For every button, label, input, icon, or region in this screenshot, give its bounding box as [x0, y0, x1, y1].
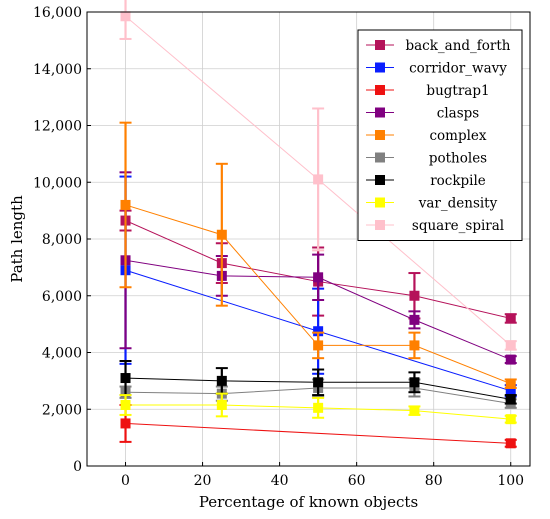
- legend: back_and_forth corridor_wavy bugtrap1 clasp…: [357, 29, 523, 241]
- x-tick-label: 60: [348, 473, 366, 489]
- data-point: [409, 377, 420, 388]
- x-tick-label: 100: [497, 473, 524, 489]
- legend-label: back_and_forth: [405, 38, 510, 54]
- x-tick-label: 0: [121, 473, 130, 489]
- legend-item: corridor_wavy: [366, 61, 507, 77]
- legend-item: var_density: [366, 196, 498, 212]
- data-point: [313, 174, 324, 185]
- data-point: [505, 438, 516, 449]
- legend-marker: [375, 107, 385, 118]
- legend-label: complex: [429, 128, 486, 144]
- legend-marker: [375, 62, 385, 73]
- data-point: [505, 378, 516, 389]
- data-point: [313, 340, 324, 351]
- legend-label: square_spiral: [412, 218, 504, 234]
- data-point: [216, 229, 227, 240]
- y-tick-label: 6,000: [42, 289, 82, 305]
- legend-label: rockpile: [430, 173, 486, 189]
- series-rockpile: [119, 360, 517, 405]
- data-point: [409, 340, 420, 351]
- x-tick-label: 40: [271, 473, 289, 489]
- data-point: [313, 326, 324, 337]
- data-point: [120, 373, 131, 384]
- data-point: [120, 418, 131, 429]
- legend-marker: [375, 40, 385, 50]
- series-square-spiral: [119, 0, 517, 351]
- data-point: [505, 340, 516, 351]
- legend-item: back_and_forth: [366, 38, 511, 54]
- y-tick-label: 10,000: [33, 175, 82, 191]
- legend-label: var_density: [418, 196, 498, 212]
- data-point: [120, 399, 131, 410]
- data-point: [505, 354, 516, 365]
- legend-label: corridor_wavy: [409, 61, 507, 77]
- data-point: [505, 385, 516, 396]
- y-tick-label: 14,000: [33, 62, 82, 78]
- data-point: [313, 377, 324, 388]
- data-point: [505, 313, 516, 324]
- x-axis-label: Percentage of known objects: [199, 493, 418, 511]
- legend-item: square_spiral: [366, 218, 504, 234]
- legend-label: bugtrap1: [426, 83, 489, 99]
- data-point: [216, 399, 227, 410]
- data-point: [120, 11, 131, 22]
- y-axis-label: Path length: [8, 195, 26, 283]
- series-var-density: [119, 392, 517, 425]
- legend-marker: [375, 130, 385, 140]
- tick-labels: 0 20 40 60 80 100 0 2,000 4,000 6,000 8,000 10,000 1…: [33, 5, 524, 489]
- legend-marker: [375, 85, 385, 95]
- data-point: [313, 272, 324, 283]
- y-tick-label: 2,000: [42, 402, 82, 418]
- y-tick-label: 8,000: [42, 232, 82, 248]
- x-tick-label: 20: [194, 473, 212, 489]
- data-point: [120, 199, 131, 210]
- y-tick-label: 12,000: [33, 119, 82, 135]
- y-tick-label: 0: [73, 459, 82, 475]
- data-point: [313, 402, 324, 413]
- legend-item: potholes: [366, 151, 487, 167]
- legend-marker: [375, 152, 385, 163]
- legend-item: clasps: [366, 106, 479, 122]
- legend-item: bugtrap1: [366, 83, 490, 99]
- legend-label: clasps: [437, 106, 479, 122]
- legend-marker: [375, 220, 385, 230]
- y-tick-label: 16,000: [33, 5, 82, 21]
- data-point: [409, 405, 420, 416]
- data-point: [409, 314, 420, 325]
- data-point: [216, 375, 227, 386]
- y-tick-label: 4,000: [42, 346, 82, 362]
- series-line: [125, 422, 511, 444]
- series-complex: [119, 121, 517, 389]
- series-layer: [119, 0, 517, 449]
- legend-marker: [375, 175, 385, 185]
- data-point: [505, 414, 516, 425]
- legend-label: potholes: [429, 151, 487, 167]
- data-point: [409, 290, 420, 301]
- legend-item: rockpile: [366, 173, 486, 189]
- data-point: [505, 394, 516, 405]
- legend-marker: [375, 197, 385, 208]
- x-tick-label: 80: [425, 473, 443, 489]
- legend-item: complex: [366, 128, 487, 144]
